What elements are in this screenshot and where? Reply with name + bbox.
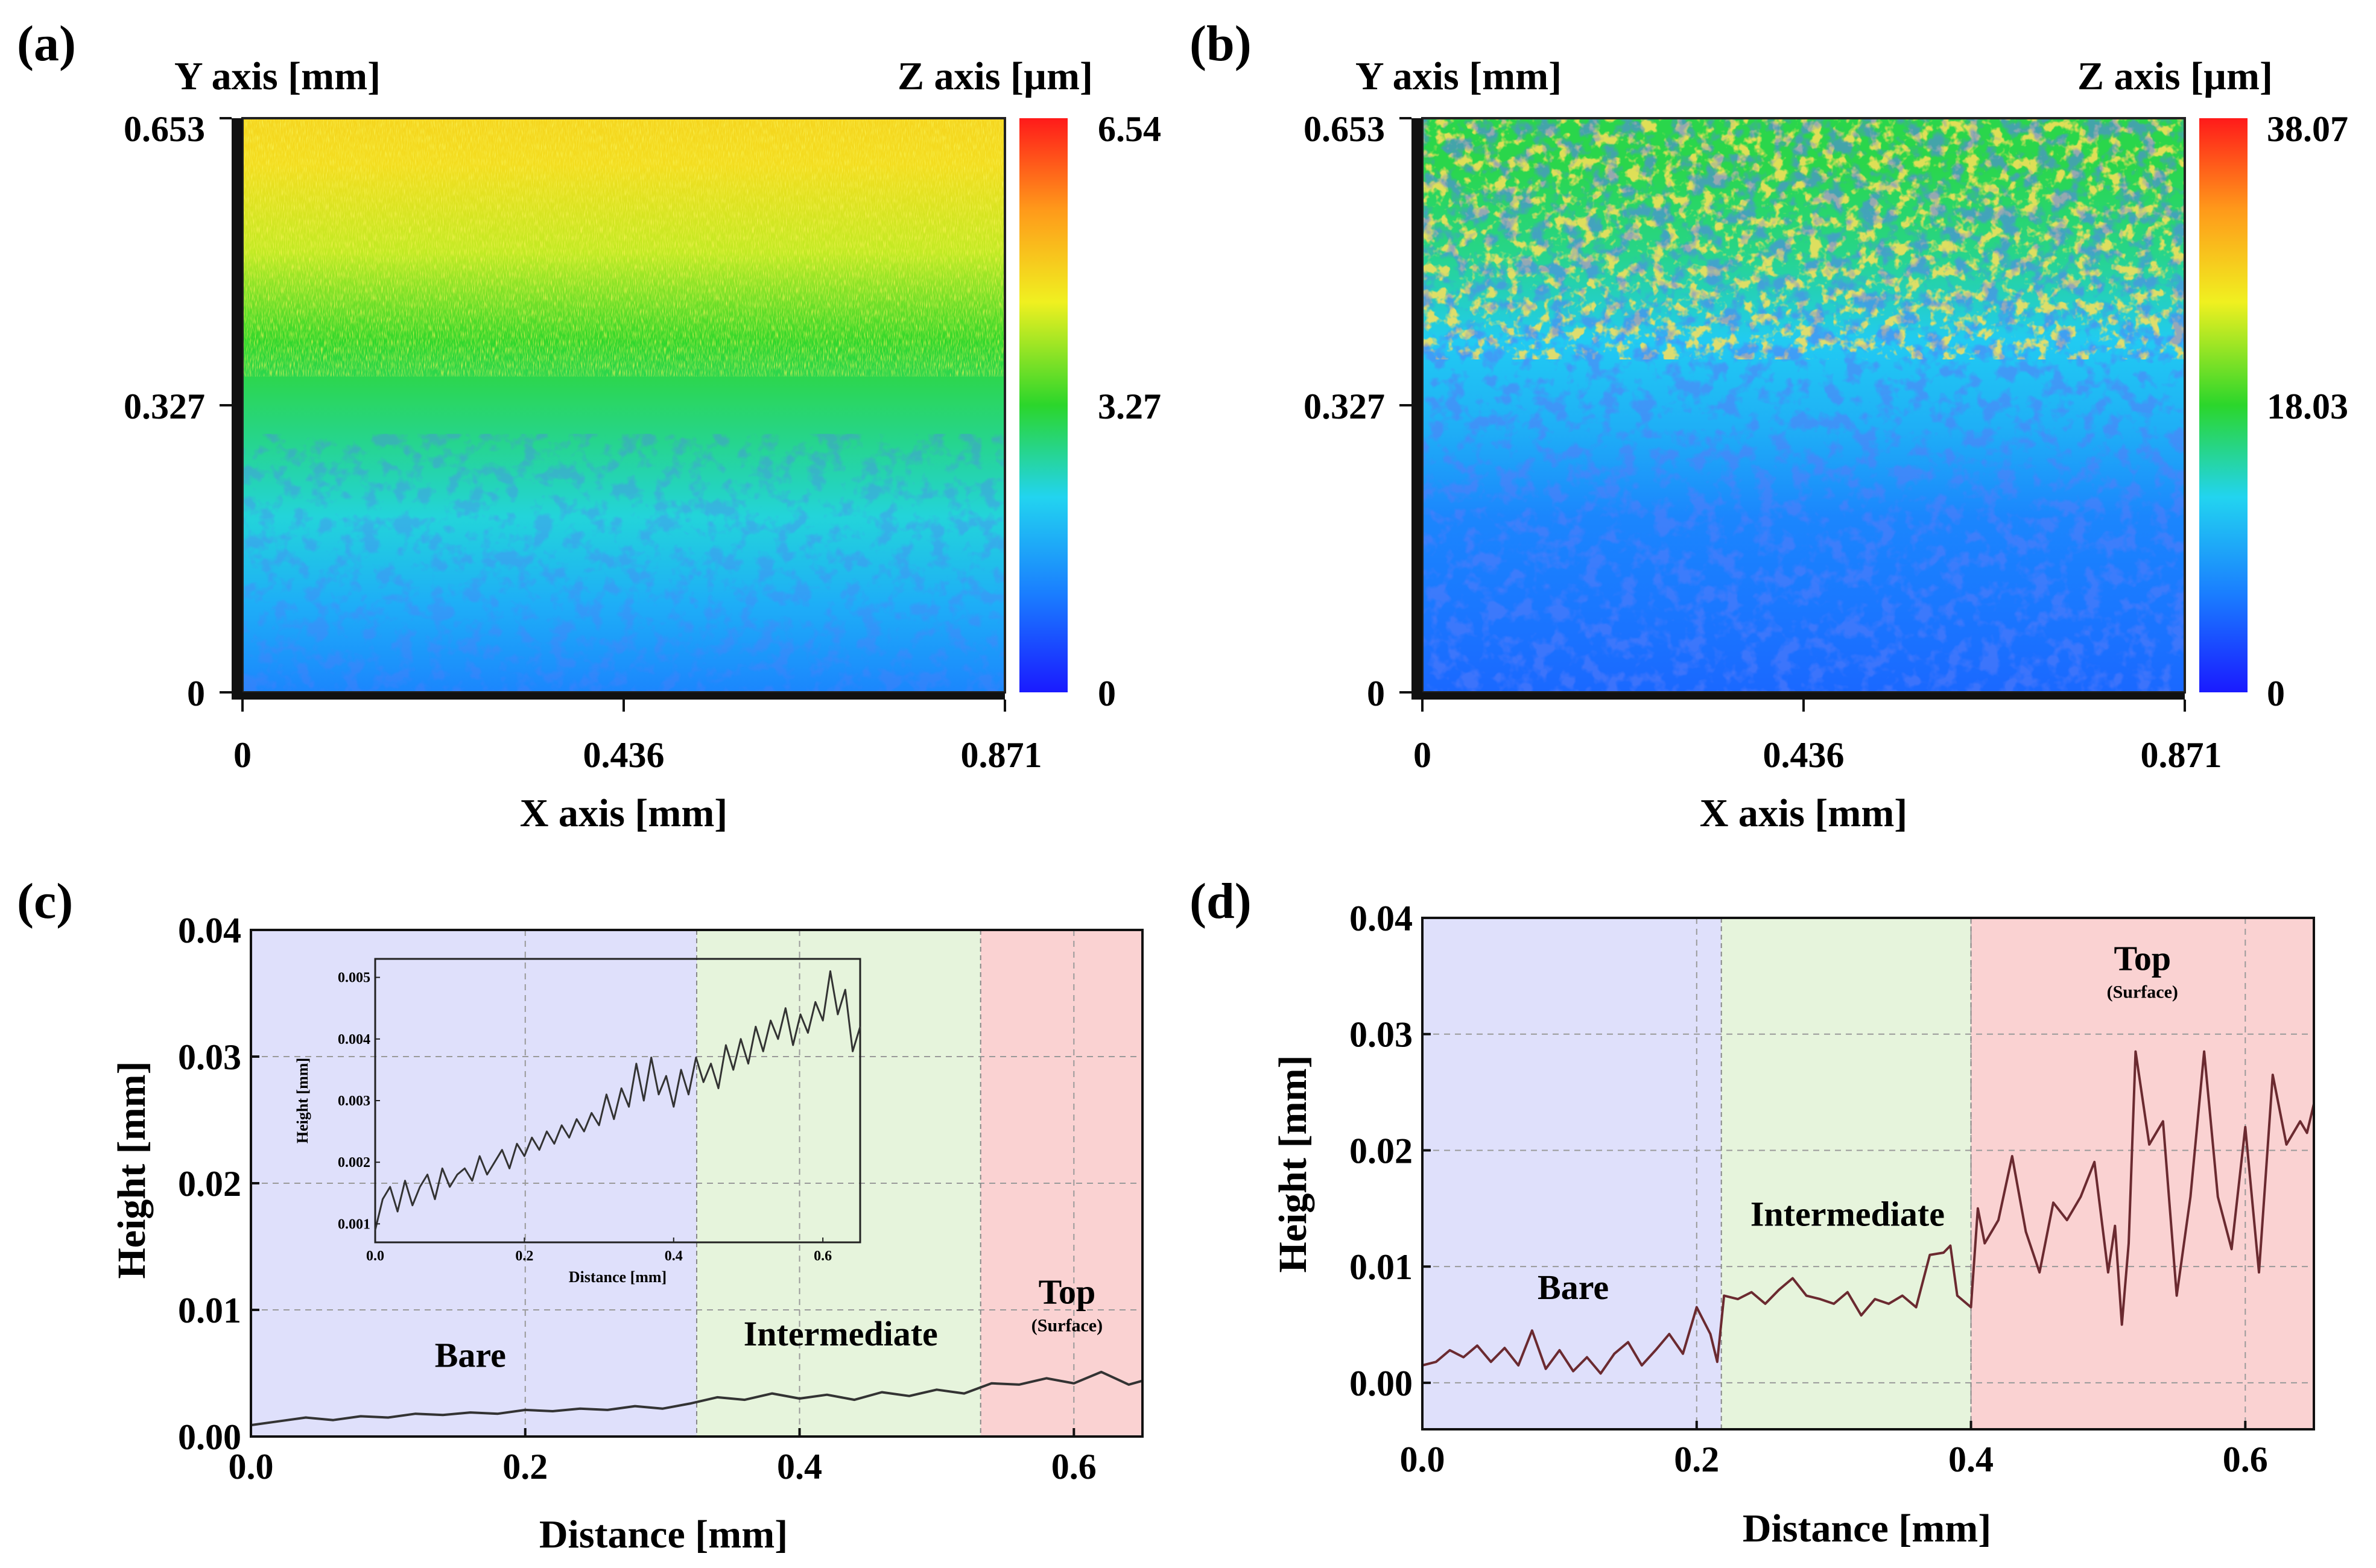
z-axis-title-a: Z axis [µm] [898,54,1093,98]
inset-x-axis-title: Distance [mm] [569,1268,667,1286]
c-ytick-label-1: 0.01 [178,1291,241,1330]
c-region-2 [980,930,1142,1437]
surface-map-b [1422,118,2185,692]
d-xtick-label-1: 0.2 [1674,1440,1719,1479]
y-axis-bar-b [1411,118,1422,697]
inset-ytick-label-3: 0.004 [338,1032,370,1048]
y-axis-bar-a [232,118,242,697]
inset-series-line [374,970,861,1230]
x-axis-title-b: X axis [mm] [1700,791,1908,835]
x-tick-a-2: 0.871 [961,735,1042,775]
inset-xtick-label-3: 0.6 [814,1248,832,1264]
d-xtick-label-2: 0.4 [1948,1440,1994,1479]
plot-area-c: Bare Intermediate Top (Surface) 0.0 0.2 0.4 0.6… [178,911,1144,1487]
x-axis-bar-a [232,692,1005,700]
surface-map-a [242,118,1005,692]
inset-ytick-label-1: 0.002 [338,1155,370,1171]
inset-y-axis-title: Height [mm] [294,1058,311,1143]
c-region-sublabel-2: (Surface) [1031,1316,1103,1336]
plot-area-d: Bare Intermediate Top (Surface) 0.0 0.2 0.4 0.6… [1349,899,2315,1479]
y-axis-title-a: Y axis [mm] [174,54,381,98]
d-ytick-label-4: 0.04 [1349,899,1413,938]
d-ytick-label-1: 0.01 [1349,1247,1413,1287]
x-tick-a-1: 0.436 [583,735,665,775]
x-axis-title-d: Distance [mm] [1743,1506,1991,1551]
panel-c-line-chart: (c) Bare Intermediate Top (Surface) 0.0 0.2 0.… [17,873,1144,1557]
surface-texture-0 [242,118,1005,377]
d-region-0 [1422,918,1722,1429]
x-tick-b-2: 0.871 [2141,735,2222,775]
c-ytick-label-2: 0.02 [178,1164,241,1204]
c-region-label-0: Bare [435,1336,506,1375]
panel-b-heatmap: (b) Y axis [mm] Z axis [µm] 0 0.436 0.87… [1190,16,2348,835]
y-axis-title-c: Height [mm] [110,1061,154,1279]
y-axis-title-b: Y axis [mm] [1355,54,1562,98]
d-xtick-label-0: 0.0 [1400,1440,1445,1479]
inset-xtick-label-2: 0.4 [665,1248,683,1264]
inset-ytick-label-2: 0.003 [338,1093,370,1109]
c-ytick-label-4: 0.04 [178,911,241,950]
y-tick-b-0: 0 [1367,674,1385,713]
panel-label-b: (b) [1190,16,1252,72]
d-region-label-0: Bare [1538,1268,1609,1307]
d-series-line-0 [1422,1050,2315,1375]
d-region-sublabel-2: (Surface) [2107,982,2178,1002]
x-tick-a-0: 0 [233,735,252,775]
y-tick-a-0: 0 [187,674,205,713]
c-xtick-label-0: 0.0 [229,1447,274,1487]
z-tick-b-0: 0 [2267,674,2285,713]
colorbar-a [1019,118,1068,692]
inset-xtick-label-1: 0.2 [515,1248,533,1264]
c-region-label-1: Intermediate [744,1314,938,1353]
inset-xtick-label-0: 0.0 [366,1248,384,1264]
c-ytick-label-0: 0.00 [178,1417,241,1457]
x-axis-bar-b [1411,692,2185,700]
x-tick-b-1: 0.436 [1763,735,1845,775]
y-tick-a-1: 0.327 [124,387,205,426]
c-xtick-label-3: 0.6 [1051,1447,1097,1487]
d-ytick-label-3: 0.03 [1349,1015,1413,1055]
c-xtick-label-2: 0.4 [777,1447,822,1487]
z-tick-b-2: 38.07 [2267,109,2348,149]
c-series-line-0 [250,1370,1143,1427]
z-tick-a-2: 6.54 [1098,109,1161,149]
d-ytick-label-2: 0.02 [1349,1131,1413,1171]
d-ytick-label-0: 0.00 [1349,1364,1413,1403]
x-axis-title-c: Distance [mm] [539,1513,788,1557]
d-region-1 [1721,918,1971,1429]
d-region-label-2: Top [2114,939,2171,978]
inset-ytick-label-0: 0.001 [338,1216,370,1232]
y-tick-b-1: 0.327 [1304,387,1385,426]
panel-label-c: (c) [17,873,73,929]
surface-texture-1 [242,434,1005,692]
d-region-label-1: Intermediate [1750,1195,1945,1234]
z-tick-a-1: 3.27 [1098,387,1161,426]
inset-ytick-label-4: 0.005 [338,970,370,986]
panel-label-a: (a) [17,16,76,72]
z-tick-b-1: 18.03 [2267,387,2348,426]
c-xtick-label-1: 0.2 [502,1447,548,1487]
x-tick-b-0: 0 [1413,735,1431,775]
panel-a-heatmap: (a) Y axis [mm] Z axis [µm] 0 0.436 0.87… [17,16,1161,835]
y-tick-b-2: 0.653 [1304,109,1385,149]
panel-d-line-chart: (d) Bare Intermediate Top (Surface) 0.0 0.2 0.… [1190,873,2315,1551]
d-region-2 [1971,918,2314,1429]
y-axis-title-d: Height [mm] [1271,1055,1315,1272]
y-tick-a-2: 0.653 [124,109,205,149]
z-tick-a-0: 0 [1098,674,1116,713]
z-axis-title-b: Z axis [µm] [2077,54,2273,98]
surface-texture-1 [1422,118,2185,692]
colorbar-b [2199,118,2248,692]
panel-label-d: (d) [1190,873,1252,929]
d-xtick-label-3: 0.6 [2223,1440,2268,1479]
d-plot-frame [1421,917,2315,1430]
x-axis-title-a: X axis [mm] [520,791,728,835]
c-region-label-2: Top [1039,1272,1096,1312]
c-ytick-label-3: 0.03 [178,1037,241,1077]
